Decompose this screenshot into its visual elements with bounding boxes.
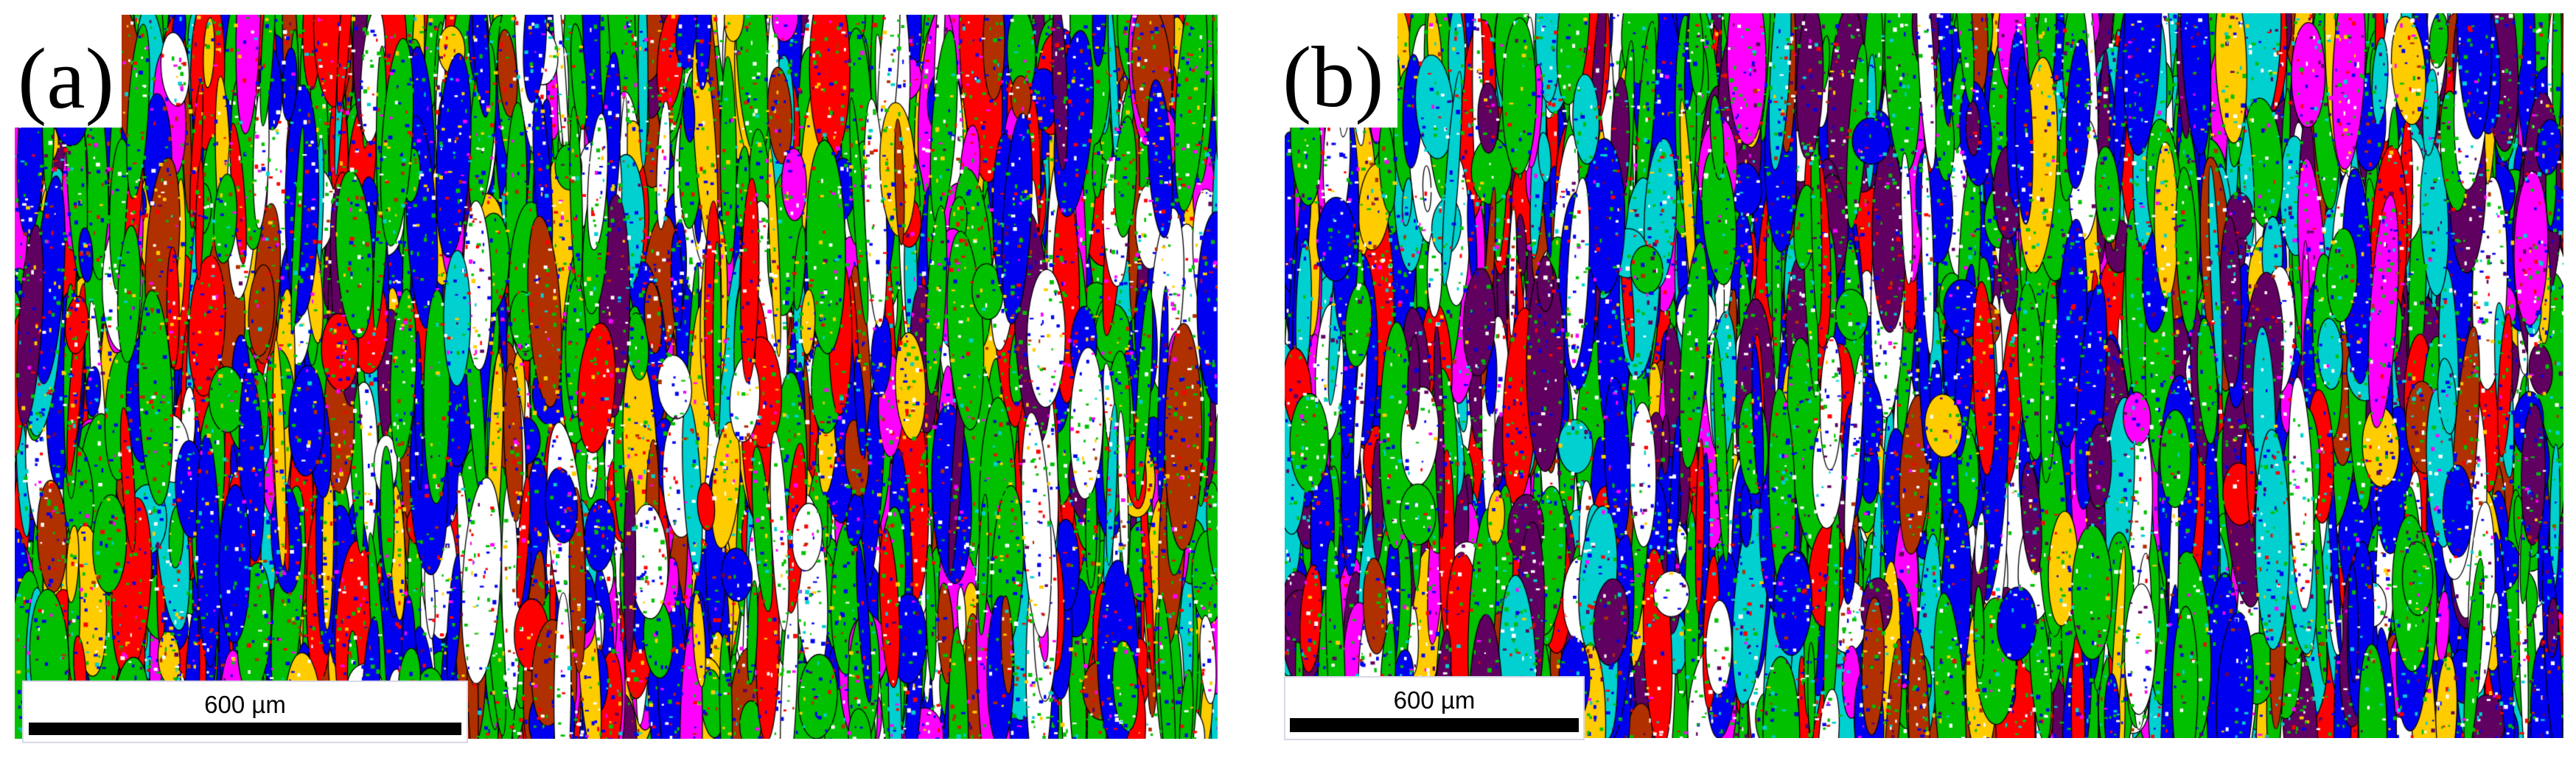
panel-label-a: (a) — [18, 30, 114, 127]
grain-map-canvas-b — [1285, 13, 2563, 738]
scalebar-label-a: 600 µm — [204, 691, 286, 718]
ebsd-map-b — [1285, 13, 2563, 738]
scalebar-bar-a — [29, 723, 461, 735]
panel-b: (b) 600 µm — [1246, 0, 2576, 769]
ebsd-map-a — [15, 15, 1218, 739]
scalebar-a: 600 µm — [22, 681, 468, 743]
scalebar-b: 600 µm — [1284, 676, 1585, 740]
scalebar-bar-b — [1290, 718, 1579, 732]
panel-label-b: (b) — [1282, 29, 1384, 125]
grain-map-canvas-a — [15, 15, 1218, 739]
label-cutout-a — [0, 0, 122, 128]
panel-a: (a) 600 µm — [0, 0, 1224, 769]
label-cutout-b — [1246, 0, 1397, 128]
scalebar-label-b: 600 µm — [1393, 686, 1476, 714]
